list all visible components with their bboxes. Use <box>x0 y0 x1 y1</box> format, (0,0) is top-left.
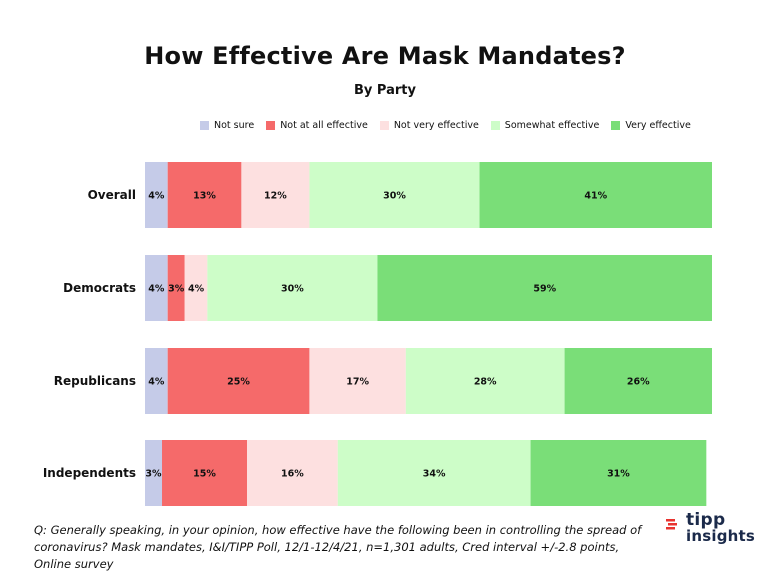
legend-item-1: Not at all effective <box>266 120 368 131</box>
bar-segment <box>167 348 310 414</box>
bar-segment <box>145 255 168 321</box>
category-label: Democrats <box>63 281 136 295</box>
data-label: 13% <box>193 191 216 202</box>
bar-segment <box>337 440 531 506</box>
bar-segment <box>207 255 378 321</box>
legend-swatch <box>200 120 209 130</box>
logo-mark-icon <box>666 519 677 530</box>
bar-segment <box>309 348 406 414</box>
legend-item-0: Not sure <box>200 120 254 131</box>
data-label: 17% <box>346 377 369 388</box>
data-label: 31% <box>607 469 630 480</box>
bar-segment <box>167 162 242 228</box>
data-label: 41% <box>584 191 607 202</box>
category-label: Republicans <box>54 374 136 388</box>
bar-segment <box>405 348 565 414</box>
bar-segment <box>530 440 707 506</box>
data-label: 4% <box>148 191 165 202</box>
category-label: Independents <box>43 466 136 480</box>
data-label: 16% <box>281 469 304 480</box>
category-label: Overall <box>88 188 136 202</box>
data-label: 4% <box>148 377 165 388</box>
data-label: 3% <box>145 469 162 480</box>
data-label: 30% <box>383 191 406 202</box>
data-label: 4% <box>188 284 205 295</box>
legend-label: Not at all effective <box>280 119 368 131</box>
bar-segment <box>377 255 712 321</box>
bar-segment <box>479 162 712 228</box>
bar-segment <box>145 440 163 506</box>
data-label: 12% <box>264 191 287 202</box>
data-label: 15% <box>193 469 216 480</box>
bar-segment <box>145 162 168 228</box>
data-label: 30% <box>281 284 304 295</box>
legend-item-4: Very effective <box>611 119 691 131</box>
bar-segment <box>162 440 248 506</box>
tipp-insights-logo: tipp insights <box>662 510 762 546</box>
bar-segment <box>309 162 480 228</box>
chart-legend: Not sure Not at all effective Not very eff… <box>200 117 703 133</box>
chart-subtitle: By Party <box>354 83 416 98</box>
data-label: 34% <box>423 469 446 480</box>
data-label: 4% <box>148 284 165 295</box>
legend-swatch <box>611 120 621 130</box>
data-label: 28% <box>474 377 497 388</box>
legend-label: Not very effective <box>393 119 479 131</box>
chart-title: How Effective Are Mask Mandates? <box>144 42 626 70</box>
data-label: 25% <box>227 377 250 388</box>
data-label: 3% <box>168 284 185 295</box>
logo-text-insights: insights <box>686 527 756 545</box>
legend-label: Somewhat effective <box>504 119 600 131</box>
bar-segment <box>247 440 338 506</box>
legend-label: Very effective <box>625 119 691 131</box>
legend-label: Not sure <box>214 119 255 131</box>
bar-segment <box>184 255 208 321</box>
data-label: 26% <box>627 377 650 388</box>
chart-footnote: Q: Generally speaking, in your opinion, … <box>34 523 642 571</box>
bar-segment <box>167 255 185 321</box>
bar-segment <box>145 348 168 414</box>
bar-segment <box>241 162 310 228</box>
legend-swatch <box>490 120 500 130</box>
bar-segment <box>564 348 712 414</box>
data-label: 59% <box>533 284 556 295</box>
logo-text-tipp: tipp <box>686 510 726 530</box>
legend-item-2: Not very effective <box>379 119 479 131</box>
legend-item-3: Somewhat effective <box>490 119 600 131</box>
legend-swatch <box>379 120 389 130</box>
legend-swatch <box>266 120 276 130</box>
